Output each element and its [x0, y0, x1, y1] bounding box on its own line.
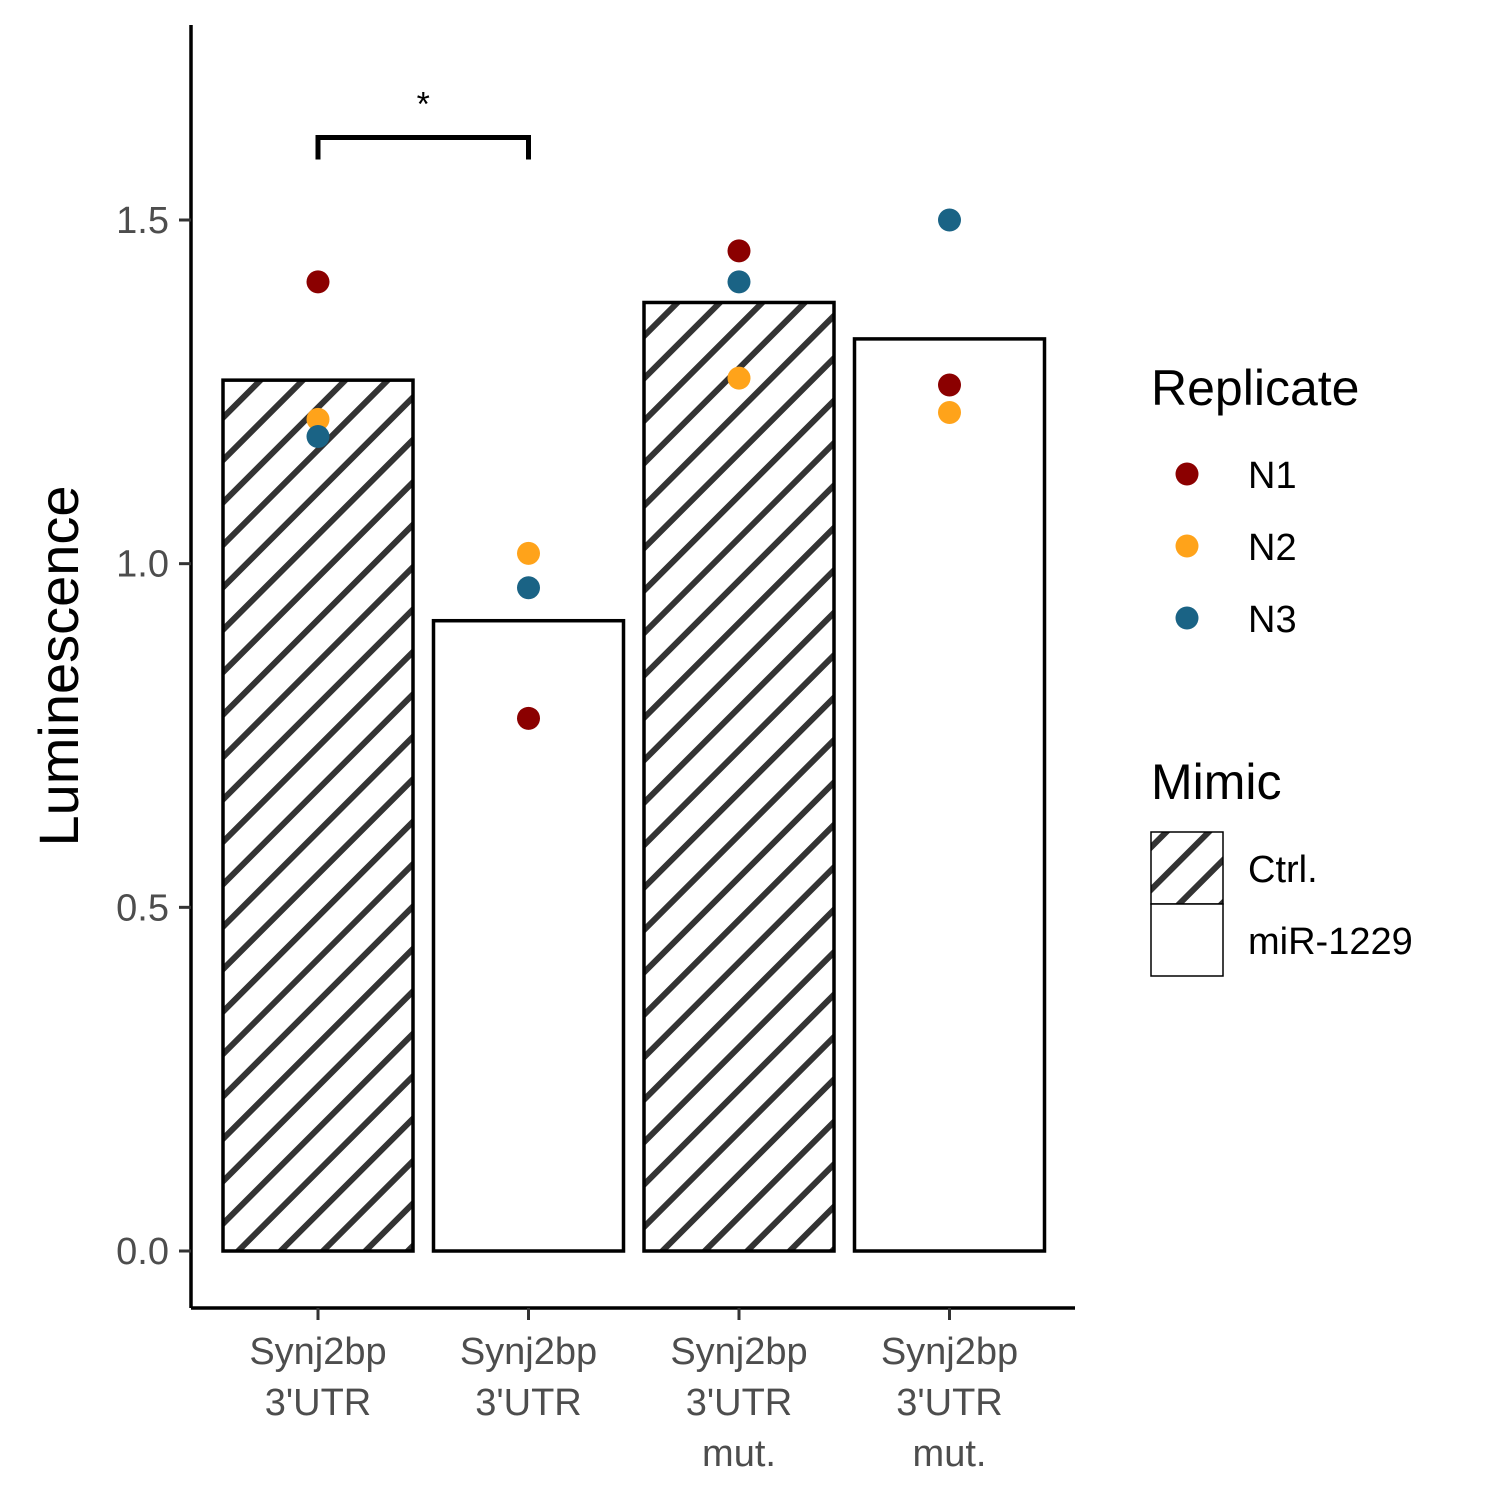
significance-bracket	[315, 135, 531, 160]
x-tick-label: Synj2bp	[249, 1331, 386, 1373]
x-tick-label: Synj2bp	[460, 1331, 597, 1373]
y-axis-title: Luminescence	[27, 485, 90, 846]
point-n3-3	[727, 270, 751, 294]
legend-title-mimic: Mimic	[1151, 754, 1282, 810]
bar-3	[642, 300, 836, 1253]
legend-key-mimic-2	[1150, 903, 1224, 977]
point-n3-2	[517, 576, 540, 600]
legend-label: N2	[1248, 527, 1297, 569]
y-tick-label: 0.0	[116, 1231, 169, 1273]
point-n1-4	[938, 373, 961, 397]
point-n3-1	[306, 425, 330, 449]
legend-label: N3	[1248, 599, 1297, 641]
point-n2-1	[306, 407, 330, 431]
legend-label: miR-1229	[1248, 921, 1413, 963]
legend-label: N1	[1248, 455, 1297, 497]
legend-area: Replicate N1 N2 N3 Mimic Ctrl. miR-1229	[1150, 360, 1413, 977]
x-tick-label: mut.	[702, 1433, 776, 1475]
x-tick-label: Synj2bp	[670, 1331, 807, 1373]
legend-key-mimic-1	[1150, 831, 1224, 905]
point-n1-2	[517, 706, 540, 730]
x-tick-label: mut.	[913, 1433, 987, 1475]
legend-key-n2	[1175, 534, 1199, 558]
x-tick-label: 3'UTR	[686, 1382, 793, 1424]
x-tick-label: Synj2bp	[881, 1331, 1018, 1373]
legend-title-replicate: Replicate	[1151, 360, 1359, 416]
significance-label: *	[417, 86, 430, 124]
point-n1-1	[306, 270, 330, 294]
legend-label: Ctrl.	[1248, 849, 1318, 891]
x-tick-label: 3'UTR	[896, 1382, 1003, 1424]
point-n2-2	[517, 541, 540, 565]
point-n3-4	[938, 208, 961, 232]
legend-key-n1	[1175, 462, 1199, 486]
point-n1-3	[727, 239, 751, 263]
bar-4	[852, 337, 1047, 1253]
y-tick-label: 1.0	[116, 544, 169, 586]
point-n2-4	[938, 400, 961, 424]
legend-key-n3	[1175, 606, 1199, 630]
x-tick-label: 3'UTR	[475, 1382, 582, 1424]
plot-area: 0.0 0.5 1.0 1.5 Synj2bp 3'UTR Synj2bp 3'UTR Synj…	[27, 25, 1075, 1475]
y-tick-label: 0.5	[116, 887, 169, 929]
bar-1	[221, 378, 415, 1253]
x-tick-label: 3'UTR	[265, 1382, 372, 1424]
point-n2-3	[727, 366, 751, 390]
y-tick-label: 1.5	[116, 200, 169, 242]
